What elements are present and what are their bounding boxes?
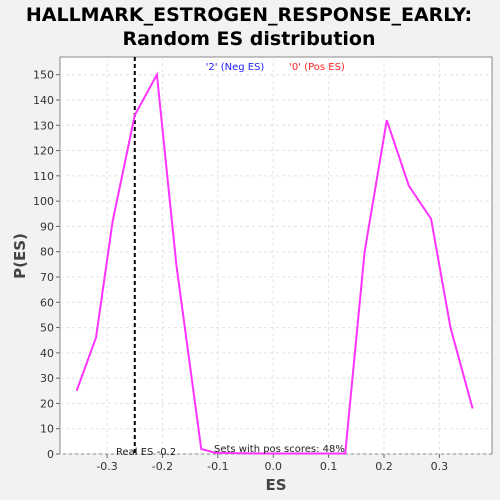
es-distribution-line bbox=[75, 71, 474, 455]
y-axis-ticks: 0 10 20 30 40 50 60 70 80 90 100 110 120 130 140 150 bbox=[33, 69, 60, 461]
plot-area bbox=[59, 56, 493, 455]
legend-neg-es: '2' (Neg ES) bbox=[206, 62, 265, 73]
y-tick-label-10: 100 bbox=[33, 195, 54, 208]
y-tick-label-8: 80 bbox=[40, 246, 54, 259]
chart-title-line-2: Random ES distribution bbox=[122, 28, 375, 50]
y-tick-label-12: 120 bbox=[33, 145, 54, 158]
x-tick-label-1: -0.2 bbox=[152, 460, 173, 473]
y-tick-label-4: 40 bbox=[40, 347, 54, 360]
y-tick-label-3: 30 bbox=[40, 372, 54, 385]
x-axis-label: ES bbox=[265, 476, 286, 494]
x-tick-label-3: 0.0 bbox=[264, 460, 282, 473]
x-tick-label-2: -0.1 bbox=[207, 460, 228, 473]
y-tick-label-9: 90 bbox=[40, 220, 54, 233]
x-tick-label-6: 0.3 bbox=[431, 460, 449, 473]
x-tick-label-4: 0.1 bbox=[320, 460, 338, 473]
y-tick-label-7: 70 bbox=[40, 271, 54, 284]
y-tick-label-1: 10 bbox=[40, 423, 54, 436]
pos-scores-annotation: Sets with pos scores: 48% bbox=[214, 444, 345, 455]
y-tick-label-6: 60 bbox=[40, 296, 54, 309]
y-tick-label-15: 150 bbox=[33, 69, 54, 82]
x-tick-label-5: 0.2 bbox=[375, 460, 393, 473]
x-tick-label-0: -0.3 bbox=[96, 460, 117, 473]
real-es-label: Real ES -0.2 bbox=[116, 447, 176, 458]
y-tick-label-13: 130 bbox=[33, 119, 54, 132]
grid bbox=[60, 57, 492, 455]
chart-title-line-1: HALLMARK_ESTROGEN_RESPONSE_EARLY: bbox=[26, 4, 472, 26]
y-tick-label-14: 140 bbox=[33, 94, 54, 107]
y-tick-label-11: 110 bbox=[33, 170, 54, 183]
x-axis-ticks: -0.3 -0.2 -0.1 0.0 0.1 0.2 0.3 bbox=[96, 454, 448, 473]
y-axis-label: P(ES) bbox=[11, 233, 29, 279]
y-tick-label-2: 20 bbox=[40, 397, 54, 410]
y-tick-label-0: 0 bbox=[47, 448, 54, 461]
legend-pos-es: '0' (Pos ES) bbox=[289, 62, 345, 73]
y-tick-label-5: 50 bbox=[40, 322, 54, 335]
